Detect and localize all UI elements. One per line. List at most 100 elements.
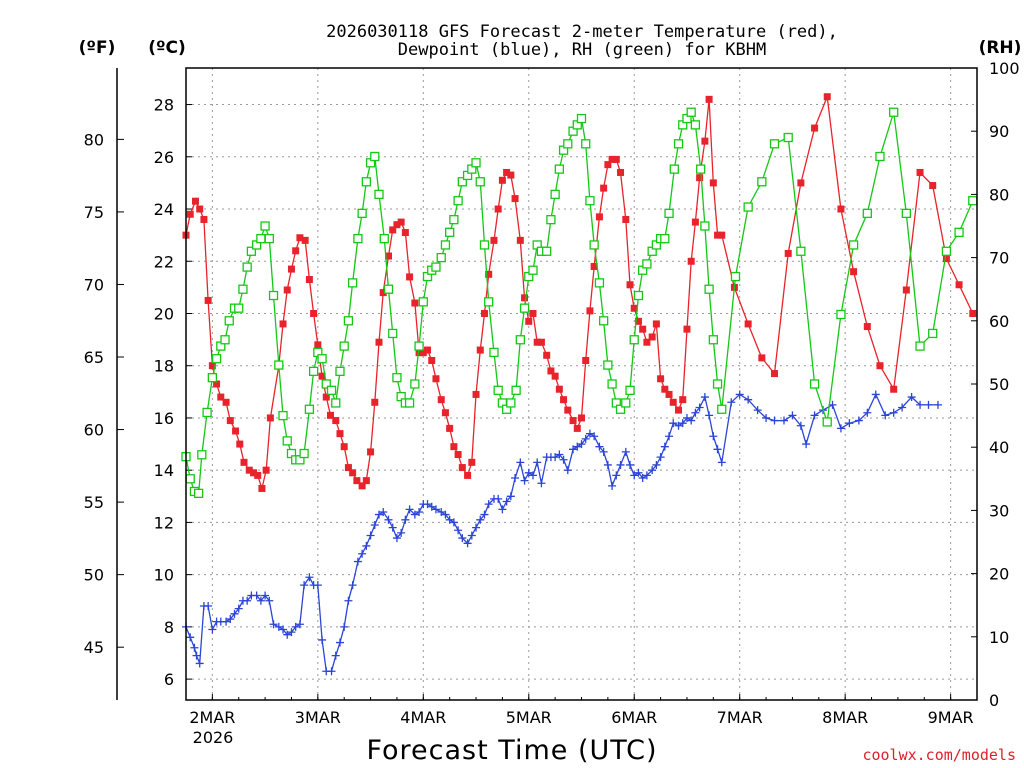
dewpoint-point — [595, 442, 604, 451]
rh-tick-label: 10 — [989, 628, 1009, 647]
dewpoint-point — [691, 408, 700, 417]
temperature-point — [292, 247, 300, 255]
temperature-point — [630, 304, 638, 312]
temperature-point — [415, 349, 423, 357]
dewpoint-point — [612, 471, 621, 480]
temperature-point — [626, 281, 634, 289]
rh-point — [836, 309, 846, 320]
rh-point — [554, 164, 565, 174]
rh-tick-label: 90 — [989, 122, 1009, 141]
temperature-point — [679, 396, 687, 404]
rh-point — [603, 360, 613, 370]
dewpoint-point — [427, 502, 436, 511]
rh-point — [589, 240, 599, 250]
dewpoint-point — [581, 434, 590, 443]
temperature-point — [622, 215, 630, 223]
temperature-point — [555, 385, 563, 393]
rh-tick-label: 70 — [989, 249, 1009, 268]
dewpoint-point — [634, 468, 643, 477]
dewpoint-point — [283, 630, 292, 639]
dewpoint-point — [652, 460, 661, 469]
dewpoint-point — [243, 596, 252, 605]
dewpoint-point — [678, 419, 687, 428]
dewpoint-point — [480, 510, 489, 519]
rh-point — [928, 328, 938, 339]
rh-point — [809, 379, 820, 389]
rh-point — [304, 404, 315, 414]
rh-point — [202, 407, 212, 418]
dewpoint-point — [472, 523, 481, 532]
temperature-point — [371, 398, 379, 406]
rh-point — [471, 158, 481, 168]
rh-point — [954, 227, 964, 237]
temperature-point — [222, 398, 230, 406]
dewpoint-point — [190, 643, 199, 652]
temperature-point — [362, 477, 370, 485]
dewpoint-point — [796, 421, 805, 430]
dewpoint-point — [476, 515, 485, 524]
dewpoint-point — [924, 400, 933, 409]
temperature-point — [349, 469, 357, 477]
rh-point — [357, 208, 367, 219]
temperature-point — [340, 443, 348, 451]
dewpoint-point — [709, 432, 718, 441]
temperature-point — [437, 396, 445, 404]
fahrenheit-axis-unit: (ºF) — [79, 38, 116, 58]
temperature-point — [419, 349, 427, 357]
dewpoint-point — [762, 413, 771, 422]
dewpoint-point — [291, 622, 300, 631]
dewpoint-point — [384, 515, 393, 524]
rh-point — [506, 398, 516, 408]
dewpoint-point — [366, 531, 375, 540]
rh-point — [769, 139, 780, 149]
dewpoint-point — [454, 526, 463, 535]
temperature-point — [560, 396, 568, 404]
rh-point — [449, 215, 459, 225]
temperature-point — [480, 309, 488, 317]
temperature-point — [375, 338, 383, 346]
temperature-point — [397, 218, 405, 226]
rh-point — [730, 271, 741, 282]
dewpoint-point — [648, 466, 657, 475]
x-tick-label: 6MAR — [611, 708, 657, 727]
dewpoint-point — [577, 440, 586, 449]
rh-point — [268, 290, 279, 301]
rh-point — [211, 354, 222, 364]
temperature-point — [367, 448, 375, 456]
temperature-point — [551, 372, 559, 380]
temperature-point — [683, 325, 691, 333]
temperature-point — [617, 168, 625, 176]
dewpoint-point — [779, 416, 788, 425]
temperature-point — [823, 93, 831, 101]
temperature-point — [446, 424, 454, 432]
dewpoint-point — [621, 447, 630, 456]
temperature-point — [213, 380, 221, 388]
rh-point — [708, 335, 718, 345]
temperature-point — [573, 424, 581, 432]
rh-tick-label: 0 — [989, 691, 999, 710]
dewpoint-point — [186, 633, 195, 642]
temperature-point — [863, 323, 871, 331]
temperature-point — [744, 320, 752, 328]
rh-point — [383, 284, 394, 294]
temperature-point — [200, 215, 208, 223]
temperature-point — [691, 218, 699, 226]
temperature-point — [634, 317, 642, 325]
dewpoint-point — [261, 591, 270, 600]
dewpoint-point — [445, 515, 454, 524]
temperature-point — [296, 234, 304, 242]
rh-tick-label: 80 — [989, 185, 1009, 204]
dewpoint-point — [335, 638, 344, 647]
rh-point — [642, 259, 652, 269]
grid-lines — [186, 68, 977, 700]
celsius-tick-label: 14 — [154, 461, 174, 480]
temperature-point — [401, 229, 409, 237]
dewpoint-point — [256, 596, 265, 605]
dewpoint-line — [185, 392, 938, 672]
celsius-tick-label: 12 — [154, 513, 174, 532]
temperature-point — [204, 296, 212, 304]
rh-point — [542, 246, 552, 256]
rh-point — [862, 208, 872, 219]
rh-point — [256, 233, 266, 244]
rh-point — [347, 278, 358, 288]
